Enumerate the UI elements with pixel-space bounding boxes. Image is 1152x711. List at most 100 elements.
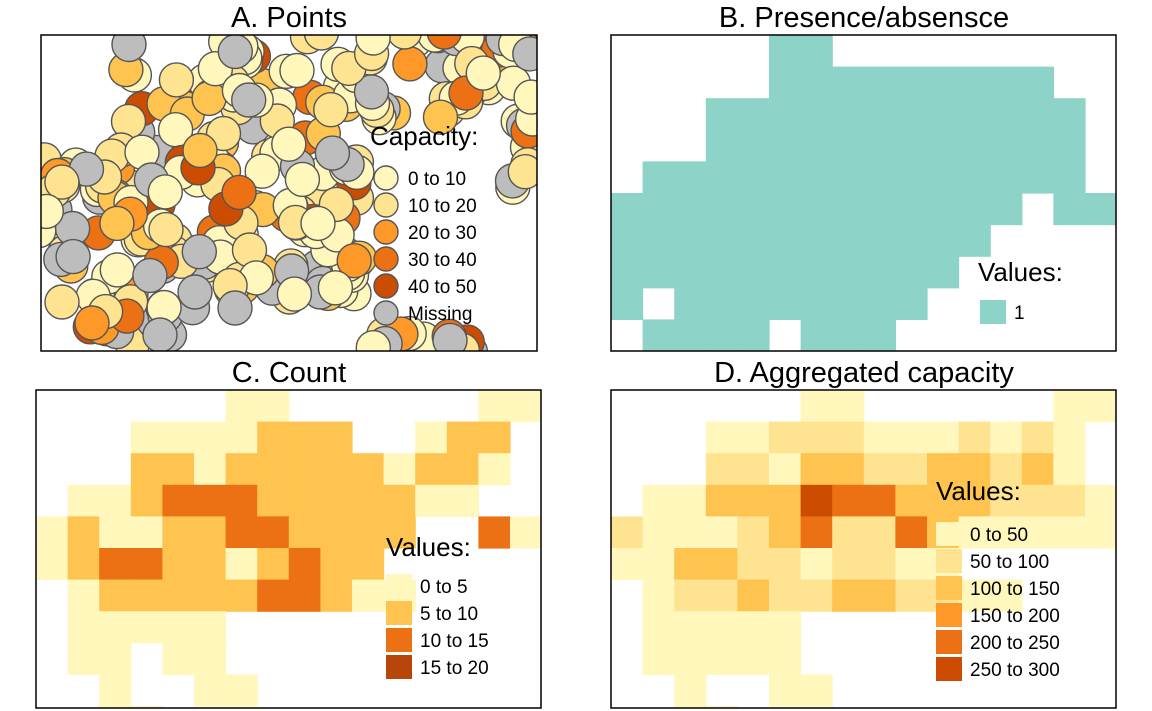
grid-cell: [705, 579, 738, 612]
grid-cell: [737, 579, 770, 612]
grid-cell: [705, 319, 738, 351]
grid-cell: [194, 484, 227, 517]
grid-cell: [642, 611, 675, 644]
point-marker: [303, 35, 339, 51]
grid-cell: [705, 706, 738, 708]
panel-b-title: B. Presence/absensce: [719, 2, 1009, 34]
grid-cell: [674, 193, 707, 226]
grid-cell: [320, 421, 353, 454]
point-marker: [74, 305, 110, 341]
grid-cell: [1085, 193, 1116, 226]
legend-swatch: [373, 219, 399, 245]
grid-cell: [737, 642, 770, 675]
grid-cell: [1053, 516, 1086, 549]
legend-label: 1: [1014, 303, 1025, 324]
point-marker: [355, 35, 391, 56]
grid-cell: [415, 484, 448, 517]
grid-cell: [194, 548, 227, 581]
grid-cell: [99, 611, 132, 644]
grid-cell: [130, 453, 163, 486]
grid-cell: [162, 548, 195, 581]
grid-cell: [863, 129, 896, 162]
panel-c-frame: [35, 389, 542, 709]
legend-label: 30 to 40: [408, 250, 477, 271]
legend-swatch: [386, 655, 412, 679]
point-marker: [465, 55, 501, 91]
grid-cell: [990, 516, 1023, 549]
legend-label: 200 to 250: [970, 633, 1060, 654]
legend-swatch: [373, 192, 399, 218]
legend-swatch: [386, 628, 412, 652]
legend-label: 0 to 10: [408, 169, 466, 190]
grid-cell: [927, 421, 960, 454]
point-marker: [230, 82, 267, 118]
grid-cell: [194, 642, 227, 675]
grid-cell: [958, 516, 991, 549]
grid-cell: [895, 287, 928, 320]
grid-cell: [643, 383, 675, 415]
grid-cell: [194, 611, 227, 644]
grid-cell: [863, 548, 896, 581]
grid-cell: [705, 224, 738, 257]
panel-a-legend-title: Capacity:: [370, 121, 478, 151]
grid-cell: [863, 256, 896, 289]
grid-cell: [674, 484, 707, 517]
grid-cell: [958, 579, 991, 612]
panel-b-legend-title: Values:: [978, 257, 1063, 287]
legend-swatch: [373, 273, 399, 299]
grid-cell: [225, 674, 258, 707]
grid-cell: [895, 161, 928, 194]
grid-cell: [611, 516, 644, 549]
grid-cell: [895, 516, 928, 549]
grid-cell: [737, 611, 770, 644]
point-marker: [313, 91, 349, 128]
point-marker: [132, 257, 168, 294]
grid-cell: [769, 193, 802, 226]
legend-swatch: [936, 657, 962, 681]
grid-cell: [225, 453, 258, 486]
grid-cell: [800, 129, 833, 162]
grid-cell: [257, 516, 290, 549]
panel-a-legend: Capacity: 0 to 10 10 to 20 20 to 30 30 to 4…: [370, 121, 478, 326]
grid-cell: [737, 98, 770, 131]
grid-cell: [478, 516, 511, 549]
grid-cell: [769, 256, 802, 289]
grid-cell: [36, 548, 69, 581]
grid-cell: [99, 642, 132, 675]
point-marker: [507, 154, 537, 190]
legend-swatch: [373, 246, 399, 272]
grid-cell: [863, 453, 896, 486]
point-marker: [147, 174, 184, 210]
grid-cell: [769, 421, 802, 454]
grid-cell: [990, 579, 1023, 612]
grid-cell: [67, 579, 100, 612]
grid-cell: [67, 642, 100, 675]
grid-cell: [863, 421, 896, 454]
point-marker: [182, 132, 218, 169]
grid-cell: [162, 516, 195, 549]
grid-cell: [769, 516, 802, 549]
grid-cell: [1053, 390, 1086, 423]
panel-c-title: C. Count: [232, 357, 346, 389]
grid-cell: [642, 161, 675, 194]
point-marker: [99, 252, 136, 288]
panel-d-frame: [610, 389, 1117, 709]
point-marker: [387, 35, 422, 50]
grid-cell: [769, 548, 802, 581]
grid-cell: [1021, 129, 1054, 162]
legend-label: 250 to 300: [970, 660, 1060, 681]
grid-cell: [674, 224, 707, 257]
grid-cell: [769, 453, 802, 486]
point-marker: [276, 276, 313, 312]
grid-cell: [895, 66, 928, 99]
point-marker: [111, 35, 147, 63]
grid-cell: [800, 421, 833, 454]
grid-cell: [800, 453, 833, 486]
grid-cell: [737, 421, 770, 454]
point-marker: [177, 274, 213, 310]
grid-cell: [990, 421, 1023, 454]
grid-cell: [705, 642, 738, 675]
legend-label: 150 to 200: [970, 606, 1060, 627]
grid-cell: [674, 611, 707, 644]
grid-cell: [478, 390, 511, 423]
